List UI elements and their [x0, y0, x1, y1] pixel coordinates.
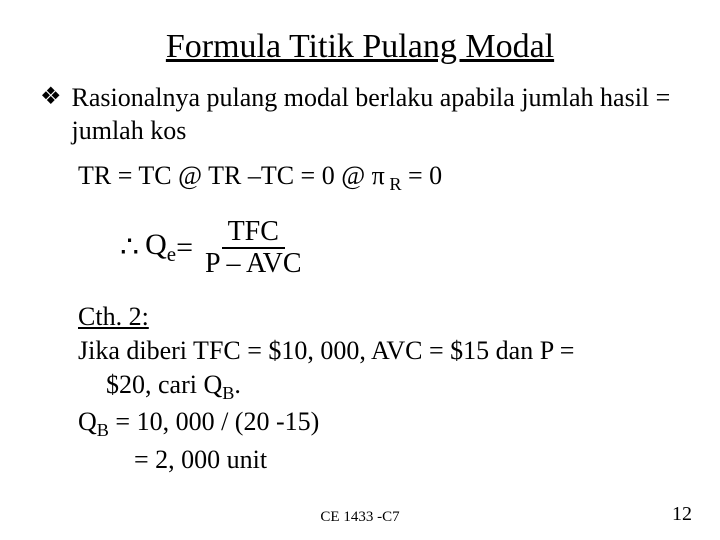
pi-subscript: R: [385, 174, 402, 194]
eq-suffix: = 0: [402, 161, 443, 190]
bullet-item: ❖ Rasionalnya pulang modal berlaku apabi…: [40, 82, 680, 147]
example-block: Cth. 2: Jika diberi TFC = $10, 000, AVC …: [78, 300, 680, 477]
fraction: TFC P – AVC: [199, 217, 308, 278]
example-line1b-tail: .: [234, 370, 241, 399]
pi-symbol: π: [372, 161, 385, 190]
eq-sign: =: [176, 231, 193, 265]
slide-title: Formula Titik Pulang Modal: [40, 28, 680, 66]
q-subscript: e: [167, 242, 176, 266]
example-line2-post: = 10, 000 / (20 -15): [109, 407, 319, 436]
bullet-text: Rasionalnya pulang modal berlaku apabila…: [72, 82, 680, 147]
example-line1: Jika diberi TFC = $10, 000, AVC = $15 da…: [78, 334, 680, 368]
example-line2-pre: Q: [78, 407, 97, 436]
qe-formula: ∴ Qe = TFC P – AVC: [120, 217, 680, 278]
qb-subscript-2: B: [97, 421, 109, 441]
equation-line: TR = TC @ TR –TC = 0 @ π R = 0: [78, 161, 680, 195]
qb-subscript-1: B: [222, 383, 234, 403]
page-number: 12: [672, 503, 692, 526]
example-line3: = 2, 000 unit: [78, 443, 680, 477]
example-heading: Cth. 2:: [78, 302, 149, 331]
fraction-numerator: TFC: [222, 217, 285, 248]
q-letter: Q: [145, 228, 167, 261]
footer-code: CE 1433 -C7: [0, 509, 720, 526]
fraction-denominator: P – AVC: [199, 249, 308, 278]
example-line1b-text: $20, cari Q: [106, 370, 222, 399]
example-line2: QB = 10, 000 / (20 -15): [78, 405, 680, 443]
eq-prefix: TR = TC @ TR –TC = 0 @: [78, 161, 372, 190]
bullet-marker: ❖: [40, 82, 62, 113]
example-line1b: $20, cari QB.: [78, 368, 680, 406]
q-var: Qe: [145, 228, 176, 267]
therefore-symbol: ∴: [120, 230, 139, 265]
